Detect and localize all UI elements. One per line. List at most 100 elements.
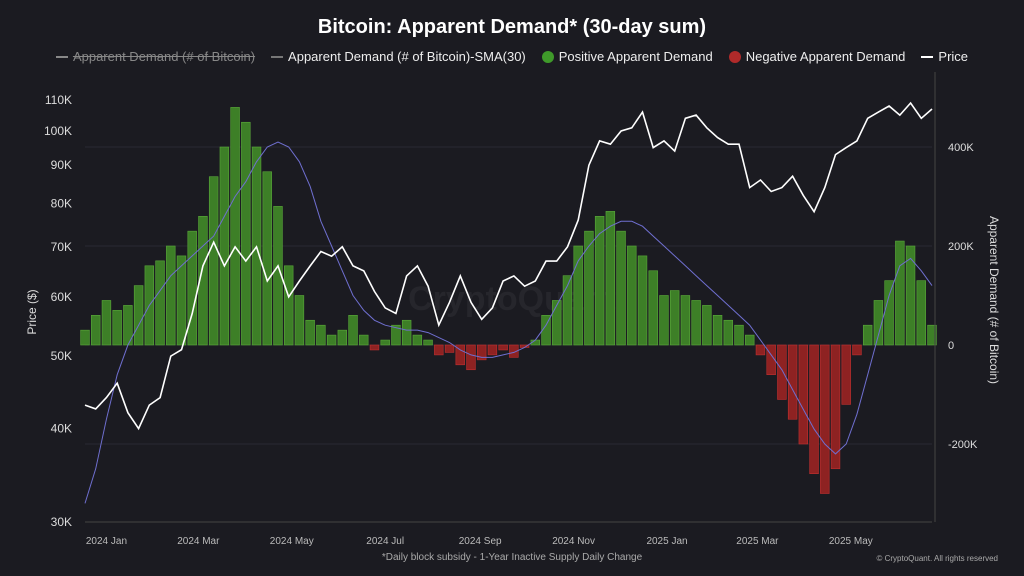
- legend-label: Positive Apparent Demand: [558, 49, 713, 64]
- positive-demand-bar: [198, 216, 208, 346]
- positive-demand-bar: [208, 176, 219, 346]
- positive-demand-bar: [337, 329, 348, 346]
- legend-label: Apparent Demand (# of Bitcoin)-SMA(30): [288, 49, 526, 64]
- copyright: © CryptoQuant. All rights reserved: [876, 554, 999, 563]
- legend-label: Negative Apparent Demand: [745, 49, 906, 64]
- positive-demand-bar: [605, 211, 616, 346]
- positive-demand-bar: [101, 300, 112, 346]
- right-axis-label: Apparent Demand (# of Bitcoin): [987, 216, 1001, 384]
- positive-demand-bar: [723, 319, 733, 346]
- right-tick-label: -200K: [948, 439, 978, 451]
- positive-demand-bar: [187, 230, 197, 346]
- legend-label: Apparent Demand (# of Bitcoin): [72, 49, 256, 64]
- positive-demand-bar: [241, 121, 251, 346]
- positive-demand-bar: [594, 216, 605, 346]
- negative-demand-bar: [852, 344, 862, 356]
- positive-demand-bar: [745, 334, 755, 346]
- right-tick-label: 0: [948, 340, 954, 352]
- left-tick-label: 40K: [51, 422, 72, 436]
- legend-item-positive[interactable]: Positive Apparent Demand: [541, 49, 713, 64]
- negative-demand-bar: [820, 344, 830, 494]
- positive-demand-bar: [316, 324, 326, 346]
- positive-demand-bar: [112, 310, 122, 346]
- left-tick-label: 50K: [51, 349, 72, 363]
- positive-demand-bar: [230, 107, 240, 346]
- negative-demand-bar: [766, 344, 776, 376]
- negative-demand-bar: [755, 344, 766, 356]
- negative-demand-bar: [787, 344, 798, 420]
- positive-demand-bar: [423, 339, 433, 346]
- positive-demand-bar: [80, 329, 90, 346]
- x-tick-label: 2024 Nov: [552, 536, 595, 547]
- positive-demand-bar: [680, 295, 691, 346]
- legend-item-sma[interactable]: Apparent Demand (# of Bitcoin)-SMA(30): [271, 49, 526, 64]
- negative-demand-bar: [444, 344, 455, 353]
- legend-item-negative[interactable]: Negative Apparent Demand: [728, 49, 906, 64]
- positive-demand-bar: [284, 265, 294, 346]
- positive-demand-bar: [133, 285, 144, 346]
- negative-demand-bar: [509, 344, 519, 358]
- positive-demand-bar: [884, 280, 894, 346]
- positive-demand-bar: [584, 230, 594, 346]
- x-tick-label: 2024 Sep: [459, 536, 502, 547]
- positive-demand-bar: [862, 324, 873, 346]
- positive-demand-bar: [562, 275, 573, 346]
- positive-demand-bar: [359, 334, 369, 346]
- right-tick-label: 200K: [948, 241, 974, 253]
- legend-label: Price: [938, 49, 969, 64]
- positive-demand-bar: [294, 295, 305, 346]
- left-tick-label: 90K: [51, 158, 72, 172]
- positive-demand-bar: [348, 314, 358, 346]
- negative-demand-bar: [830, 344, 841, 470]
- positive-demand-bar: [391, 324, 401, 346]
- legend-item-price[interactable]: Price: [921, 49, 968, 64]
- x-tick-label: 2024 Mar: [177, 536, 220, 547]
- positive-demand-bar: [273, 206, 283, 346]
- positive-demand-bar: [627, 245, 637, 346]
- positive-demand-bar: [691, 300, 701, 346]
- positive-demand-bar: [380, 339, 390, 346]
- positive-demand-bar: [552, 300, 562, 346]
- negative-demand-bar: [466, 344, 476, 371]
- positive-demand-bar: [905, 245, 916, 346]
- positive-demand-bar: [659, 295, 669, 346]
- positive-demand-bar: [895, 240, 905, 346]
- negative-demand-bar: [369, 344, 380, 351]
- line-swatch-icon: [921, 55, 934, 58]
- line-swatch-icon: [55, 55, 68, 58]
- dot-swatch-icon: [728, 50, 741, 63]
- line-swatch-icon: [271, 55, 284, 58]
- positive-demand-bar: [702, 305, 712, 346]
- negative-demand-bar: [777, 344, 787, 400]
- legend-item-apparent-demand[interactable]: Apparent Demand (# of Bitcoin): [55, 49, 256, 64]
- positive-demand-bar: [326, 334, 337, 346]
- left-tick-label: 100K: [44, 124, 72, 138]
- x-tick-label: 2025 May: [829, 536, 873, 547]
- x-tick-label: 2024 Jan: [86, 536, 127, 547]
- legend: Apparent Demand (# of Bitcoin) Apparent …: [0, 49, 1024, 64]
- positive-demand-bar: [176, 255, 187, 346]
- left-tick-label: 110K: [45, 93, 72, 107]
- positive-demand-bar: [91, 314, 101, 346]
- sma-line: [84, 141, 933, 504]
- positive-demand-bar: [155, 260, 165, 346]
- negative-demand-bar: [434, 344, 444, 356]
- positive-demand-bar: [669, 290, 680, 346]
- negative-demand-bar: [455, 344, 465, 366]
- negative-demand-bar: [477, 344, 487, 361]
- positive-demand-bar: [712, 314, 723, 346]
- left-tick-label: 70K: [51, 240, 72, 254]
- footnote: *Daily block subsidy - 1-Year Inactive S…: [381, 552, 643, 563]
- chart-title: Bitcoin: Apparent Demand* (30-day sum): [317, 16, 707, 38]
- positive-demand-bar: [637, 255, 648, 346]
- price-line: [84, 101, 933, 431]
- positive-demand-bar: [541, 314, 551, 346]
- positive-demand-bar: [927, 324, 937, 346]
- positive-demand-bar: [648, 270, 658, 346]
- negative-demand-bar: [841, 344, 851, 405]
- positive-demand-bar: [262, 171, 272, 346]
- positive-demand-bar: [573, 245, 583, 346]
- positive-demand-bar: [916, 280, 926, 346]
- positive-demand-bar: [873, 300, 884, 346]
